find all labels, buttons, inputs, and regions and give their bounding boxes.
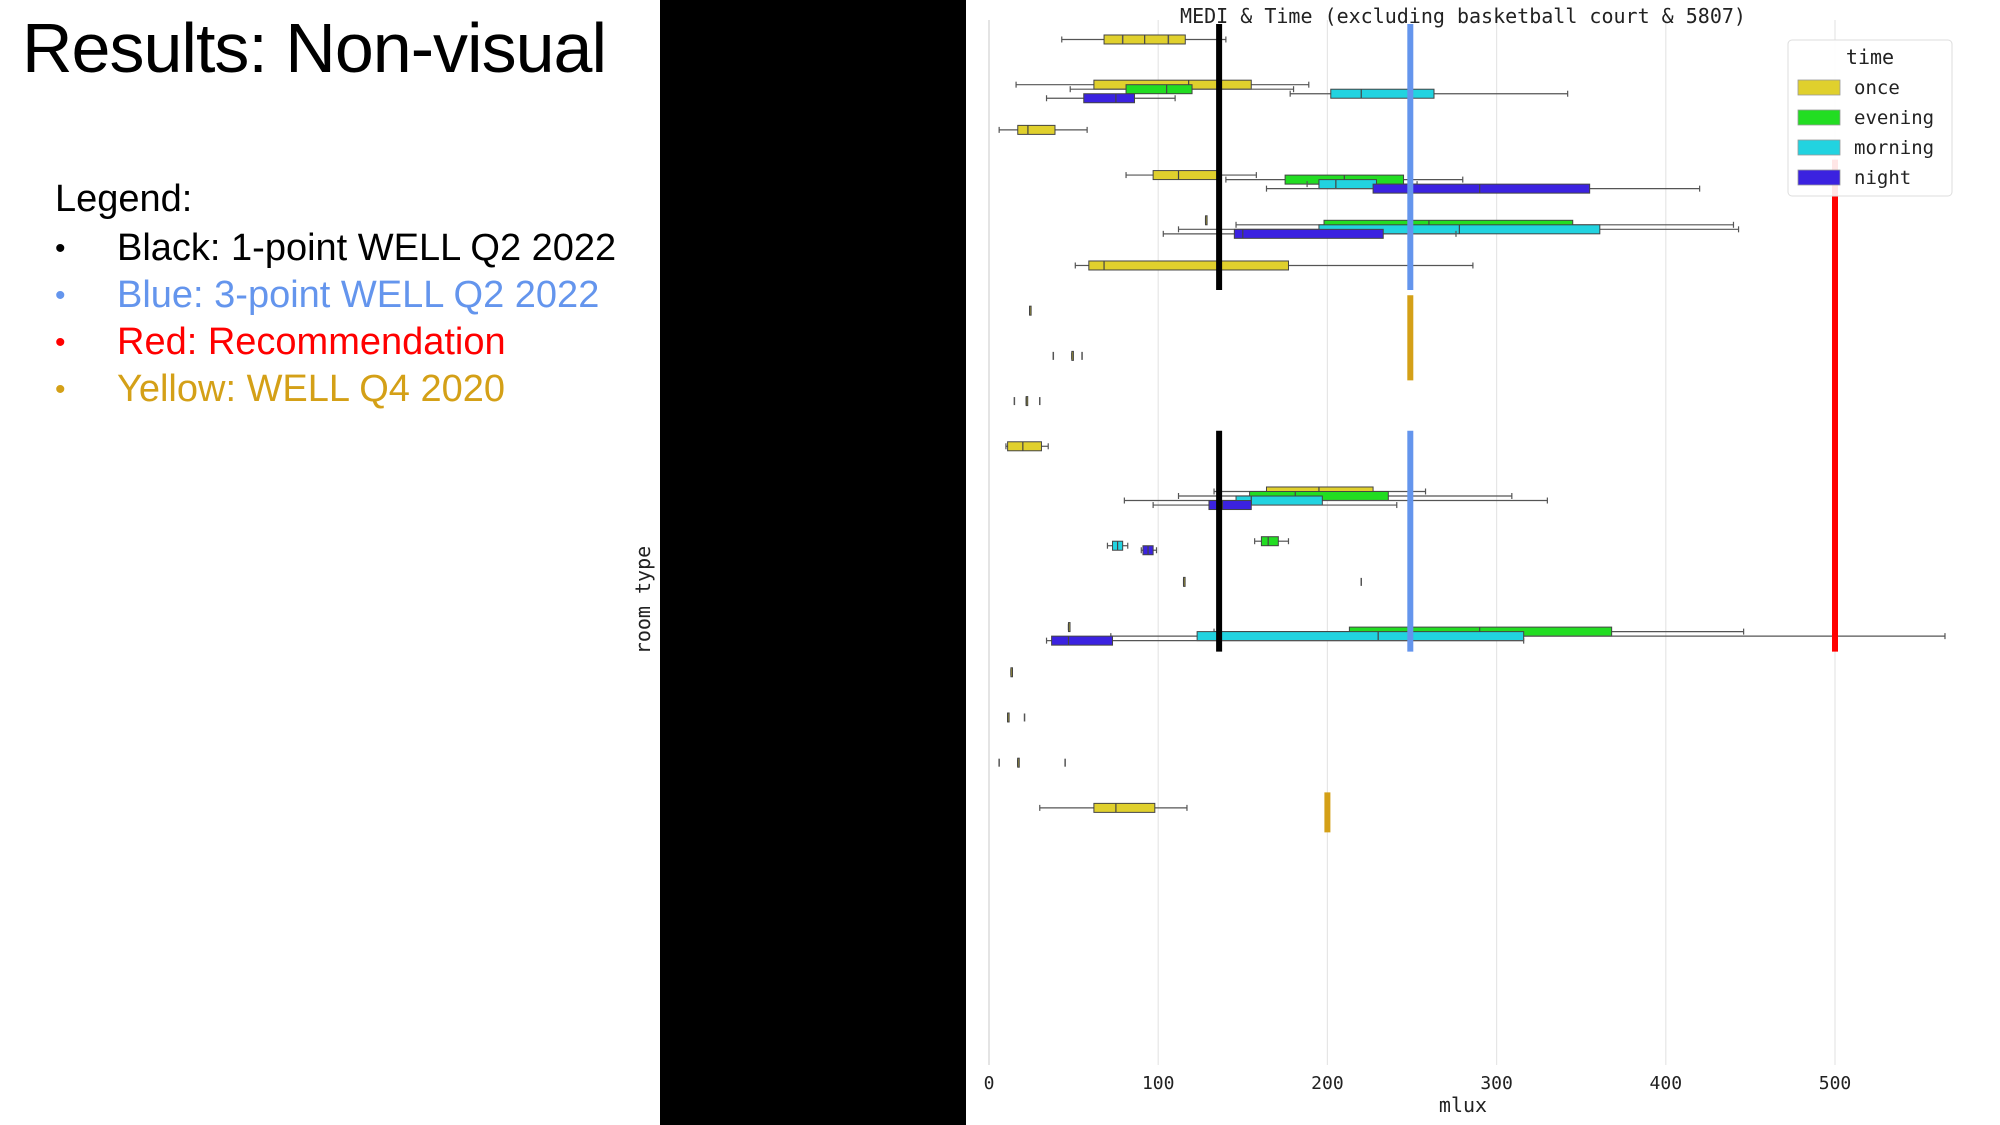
box-once	[1152, 170, 1218, 181]
legend-item-black: • Black: 1-point WELL Q2 2022	[55, 225, 616, 272]
bullet-icon: •	[55, 373, 66, 406]
legend-item-label: Red: Recommendation	[117, 321, 506, 363]
bullet-icon: •	[55, 232, 66, 265]
box-once	[1007, 441, 1042, 452]
y-axis-label: room type	[631, 546, 655, 654]
box-morning	[1196, 631, 1525, 642]
boxplot-chart: 0 100 200 300 400 500 MEDI & Time (excluding b…	[984, 4, 1953, 1117]
chart-title: MEDI & Time (excluding basketball court …	[1180, 4, 1746, 28]
chart-legend-label: morning	[1854, 137, 1934, 159]
box-night	[1372, 183, 1591, 194]
box-once	[1093, 802, 1156, 813]
box-night	[1083, 93, 1136, 104]
box-once	[1017, 124, 1056, 135]
box-night	[1233, 228, 1384, 239]
x-tick-label: 400	[1650, 1073, 1683, 1094]
legend-item-yellow: • Yellow: WELL Q4 2020	[55, 366, 505, 413]
box-evening	[1260, 536, 1279, 547]
chart-legend-label: night	[1854, 167, 1911, 189]
legend-item-blue: • Blue: 3-point WELL Q2 2022	[55, 272, 599, 319]
x-axis-label: mlux	[1439, 1093, 1487, 1117]
bullet-icon: •	[55, 279, 66, 312]
legend-block: Legend: • Black: 1-point WELL Q2 2022 • …	[55, 178, 616, 413]
box-morning	[1318, 179, 1377, 190]
chart-legend-swatch	[1797, 139, 1841, 156]
chart-legend-swatch	[1797, 169, 1841, 186]
x-tick-label: 200	[1311, 1073, 1344, 1094]
x-tick-label: 0	[984, 1073, 995, 1094]
box-once	[1088, 260, 1289, 271]
x-tick-label: 300	[1480, 1073, 1513, 1094]
chart-legend-swatch	[1797, 109, 1841, 126]
y-axis-label-wrap: room type	[631, 546, 655, 654]
legend-item-label: Blue: 3-point WELL Q2 2022	[117, 274, 600, 316]
legend-item-label: Black: 1-point WELL Q2 2022	[117, 227, 617, 269]
x-tick-label: 500	[1819, 1073, 1852, 1094]
box-morning	[1330, 88, 1435, 99]
box-evening	[1125, 84, 1193, 95]
legend-item-label: Yellow: WELL Q4 2020	[117, 368, 505, 410]
legend-heading: Legend:	[55, 178, 193, 220]
x-tick-label: 100	[1142, 1073, 1175, 1094]
box-night	[1051, 635, 1114, 646]
chart-legend-label: once	[1854, 77, 1900, 99]
chart-legend-swatch	[1797, 79, 1841, 96]
chart-legend-label: evening	[1854, 107, 1934, 129]
legend-item-red: • Red: Recommendation	[55, 319, 506, 366]
chart-legend-title: time	[1846, 45, 1894, 69]
box-night	[1208, 500, 1252, 511]
chart-legend-box	[1787, 39, 1953, 197]
black-redaction-band	[660, 0, 966, 1125]
slide-title: Results: Non-visual	[22, 9, 607, 87]
bullet-icon: •	[55, 326, 66, 359]
